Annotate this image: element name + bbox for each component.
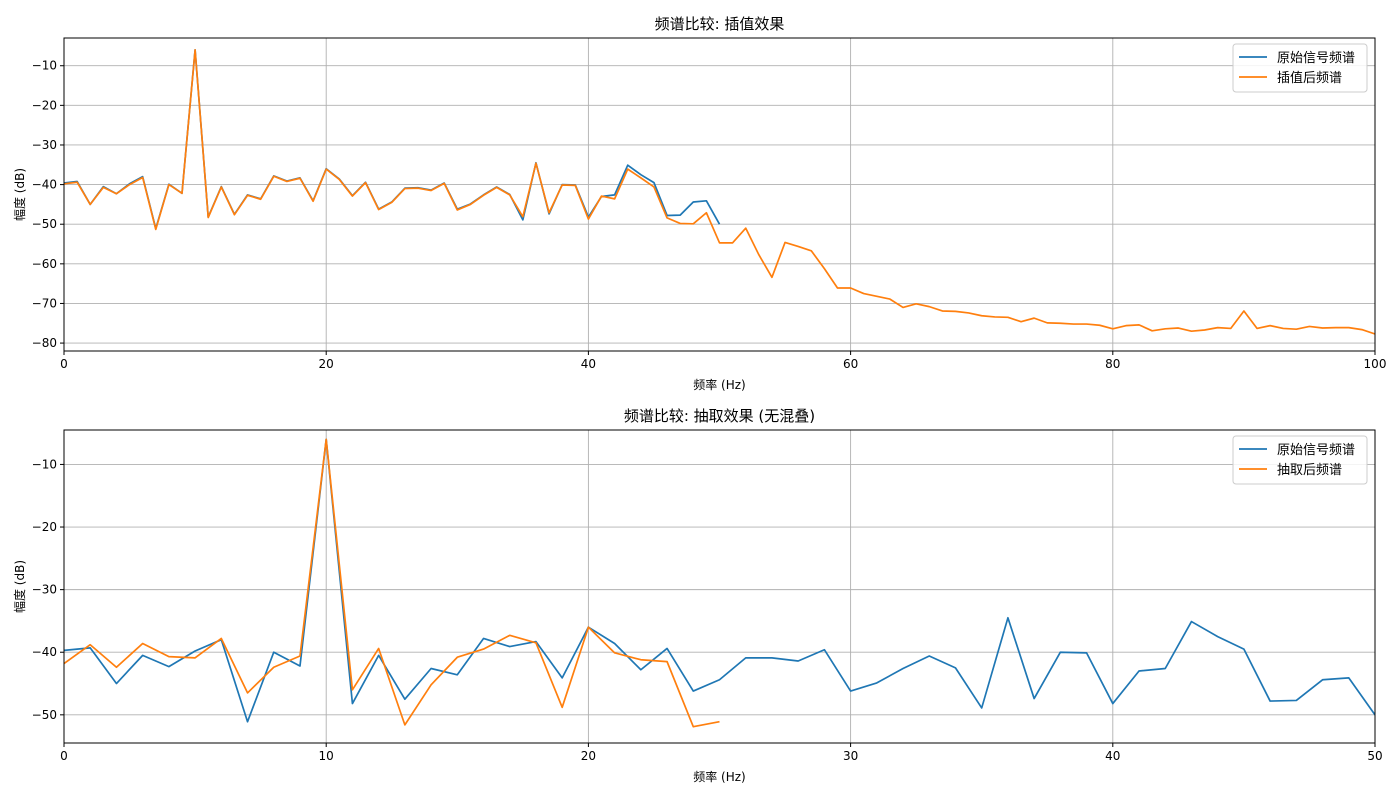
y-tick-label: −10: [32, 59, 57, 73]
chart-2: 频谱比较: 抽取效果 (无混叠) 0 10 20 30 40 50 −50 −40 −30 −20 −…: [12, 407, 1383, 784]
plot-frame: [63, 37, 1376, 352]
chart-title: 频谱比较: 抽取效果 (无混叠): [624, 407, 815, 425]
x-tick-label: 20: [319, 357, 334, 371]
y-tick-label: −50: [32, 708, 57, 722]
y-tick-label: −20: [32, 98, 57, 112]
gridlines: [63, 430, 1376, 743]
y-axis-label: 幅度 (dB): [12, 168, 27, 221]
x-tick-label: 50: [1367, 749, 1382, 763]
legend-label-1: 原始信号频谱: [1277, 51, 1355, 66]
x-tick-label: 10: [319, 749, 334, 763]
series-line-2: [64, 49, 1375, 335]
plot-frame: [63, 429, 1376, 744]
chart-title: 频谱比较: 插值效果: [655, 15, 785, 33]
series-line-2: [64, 438, 720, 728]
y-tick-label: −40: [32, 645, 57, 659]
y-tick-label: −70: [32, 296, 57, 310]
y-axis-label: 幅度 (dB): [12, 560, 27, 613]
series-group: [64, 49, 1375, 335]
y-tick-label: −50: [32, 217, 57, 231]
legend-label-2: 抽取后频谱: [1277, 463, 1342, 478]
x-tick-label: 100: [1364, 357, 1387, 371]
series-line-1: [64, 438, 1375, 723]
series-group: [64, 438, 1375, 728]
legend-box: [1232, 43, 1368, 93]
y-tick-label: −60: [32, 257, 57, 271]
legend-label-1: 原始信号频谱: [1277, 443, 1355, 458]
x-tick-label: 40: [1105, 749, 1120, 763]
y-tick-label: −80: [32, 336, 57, 350]
y-tick-label: −10: [32, 457, 57, 471]
x-tick-label: 20: [581, 749, 596, 763]
legend-box: [1232, 435, 1368, 485]
gridlines: [63, 38, 1376, 351]
x-tick-label: 0: [60, 749, 68, 763]
x-axis-label: 频率 (Hz): [693, 377, 746, 392]
y-tick-label: −30: [32, 583, 57, 597]
y-tick-label: −30: [32, 138, 57, 152]
y-tick-label: −40: [32, 178, 57, 192]
x-tick-label: 80: [1105, 357, 1120, 371]
x-axis-label: 频率 (Hz): [693, 769, 746, 784]
x-tick-label: 0: [60, 357, 68, 371]
x-tick-label: 40: [581, 357, 596, 371]
legend-label-2: 插值后频谱: [1277, 70, 1342, 86]
x-tick-label: 60: [843, 357, 858, 371]
chart-1: 频谱比较: 插值效果 0 20 40 60 80 100 −80 −70 −60 −50 −40 −30…: [12, 15, 1386, 392]
y-tick-label: −20: [32, 520, 57, 534]
x-tick-label: 30: [843, 749, 858, 763]
